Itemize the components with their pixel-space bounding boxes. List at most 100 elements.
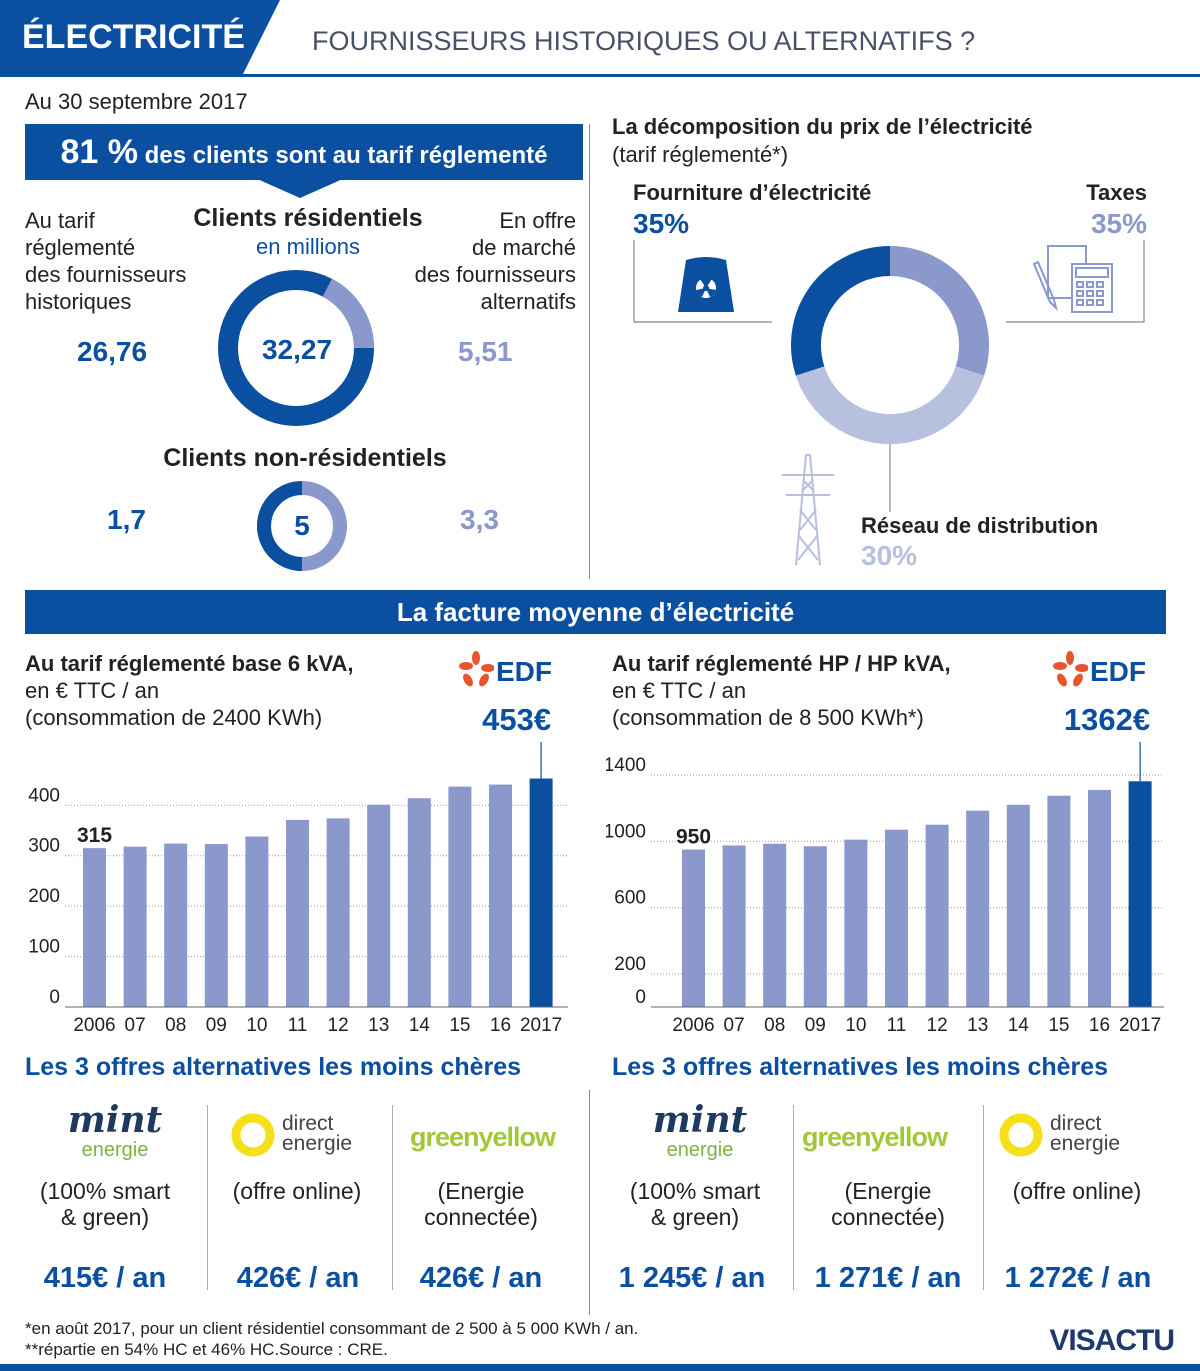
mint-logo-sub: energie xyxy=(666,1139,734,1161)
right-label-line: des fournisseurs xyxy=(414,262,576,287)
x-tick-label: 15 xyxy=(449,1015,470,1036)
x-tick-label: 12 xyxy=(927,1015,948,1036)
x-tick-label: 2017 xyxy=(1119,1015,1161,1036)
footnote: **répartie en 54% HC et 46% HC.Source : … xyxy=(25,1340,388,1359)
chart-right-subtitle: en € TTC / an xyxy=(612,678,747,703)
left-label: Au tarif réglementé des fournisseurs his… xyxy=(25,207,186,315)
bar xyxy=(1006,804,1030,1007)
x-tick-label: 12 xyxy=(328,1015,349,1036)
offer-desc: (Energie connectée) xyxy=(391,1178,571,1230)
chart-left-subtitle: (consommation de 2400 KWh) xyxy=(25,705,323,730)
greenyellow-logo: greenyellow xyxy=(410,1122,556,1152)
offer-desc-line: (100% smart xyxy=(629,1178,761,1204)
direct-energie-text: direct energie xyxy=(1050,1112,1121,1155)
right-label-line: alternatifs xyxy=(480,289,576,314)
x-tick-label: 09 xyxy=(206,1015,227,1036)
bar xyxy=(204,844,228,1007)
edf-text: EDF xyxy=(1090,656,1146,687)
offer-desc: (offre online) xyxy=(987,1178,1167,1204)
direct-text: direct xyxy=(282,1112,334,1135)
edf-flower-icon xyxy=(459,651,495,687)
header-tag: ÉLECTRICITÉ xyxy=(0,0,280,76)
x-tick-label: 11 xyxy=(887,1015,907,1036)
y-tick-label: 1000 xyxy=(606,821,646,842)
donut-alternative xyxy=(322,278,374,349)
chart-right-subtitle: (consommation de 8 500 KWh*) xyxy=(612,705,924,730)
direct-energie-logo: direct energie xyxy=(998,1112,1120,1163)
y-tick-label: 200 xyxy=(28,886,60,907)
edf-logo-left: EDF xyxy=(458,650,552,695)
supply-connector xyxy=(633,240,772,323)
x-tick-label: 13 xyxy=(967,1015,988,1036)
chart-left-title: Au tarif réglementé base 6 kVA, xyxy=(25,651,354,676)
offer-desc-line: & green) xyxy=(650,1204,740,1230)
donut-historic xyxy=(257,481,303,571)
direct-text: direct xyxy=(1050,1112,1102,1135)
energie-text: energie xyxy=(282,1132,353,1155)
bar xyxy=(529,778,553,1007)
x-tick-label: 16 xyxy=(490,1015,511,1036)
residential-title: Clients résidentiels xyxy=(193,204,423,232)
x-tick-label: 07 xyxy=(724,1015,745,1036)
bar xyxy=(407,798,431,1007)
offer-separator xyxy=(392,1105,393,1290)
y-tick-label: 0 xyxy=(49,987,60,1008)
offer-desc-line: (offre online) xyxy=(232,1178,362,1204)
edf-logo-right: EDF xyxy=(1052,650,1146,695)
header-tag-text: ÉLECTRICITÉ xyxy=(22,18,245,56)
direct-energie-text: direct energie xyxy=(282,1112,353,1155)
bar xyxy=(1088,789,1111,1007)
bar xyxy=(1128,781,1152,1007)
offer-price: 1 245€ / an xyxy=(618,1262,766,1294)
header-subtitle: FOURNISSEURS HISTORIQUES OU ALTERNATIFS … xyxy=(312,26,976,56)
footnote: *en août 2017, pour un client résidentie… xyxy=(25,1319,639,1338)
bar xyxy=(367,804,391,1007)
nonresidential-historic-value: 1,7 xyxy=(107,504,146,535)
divider xyxy=(589,124,590,579)
offer-price: 1 272€ / an xyxy=(1004,1262,1152,1294)
residential-unit: en millions xyxy=(256,234,360,259)
nuclear-plant-icon xyxy=(678,257,734,312)
greenyellow-logo: greenyellow xyxy=(802,1122,948,1152)
nonresidential-donut xyxy=(257,481,347,571)
last-value-label: 453€ xyxy=(482,702,551,737)
offer-price: 426€ / an xyxy=(419,1262,543,1294)
x-tick-label: 2006 xyxy=(73,1015,115,1036)
nonresidential-total: 5 xyxy=(294,510,310,541)
banner-text: des clients sont au tarif réglementé xyxy=(138,142,548,169)
offer-separator xyxy=(207,1105,208,1290)
y-tick-label: 1400 xyxy=(606,755,646,776)
first-data-label: 950 xyxy=(676,826,711,849)
bar xyxy=(123,846,147,1007)
left-label-line: des fournisseurs xyxy=(25,262,187,287)
bottom-bar xyxy=(0,1364,1200,1371)
bar xyxy=(83,848,106,1007)
offer-separator xyxy=(793,1105,794,1290)
y-tick-label: 100 xyxy=(28,937,60,958)
x-tick-label: 09 xyxy=(805,1015,826,1036)
y-tick-label: 600 xyxy=(614,888,646,909)
bar xyxy=(844,839,868,1007)
right-label: En offre de marché des fournisseurs alte… xyxy=(415,207,576,315)
offer-desc: (Energie connectée) xyxy=(798,1178,978,1230)
network-label: Réseau de distribution xyxy=(861,513,1099,538)
x-tick-label: 16 xyxy=(1089,1015,1110,1036)
offer-desc-line: (Energie xyxy=(844,1178,932,1204)
x-tick-label: 14 xyxy=(409,1015,431,1036)
x-tick-label: 15 xyxy=(1048,1015,1069,1036)
x-tick-label: 10 xyxy=(845,1015,866,1036)
residential-total: 32,27 xyxy=(261,334,333,365)
bar xyxy=(722,845,746,1007)
energie-text: energie xyxy=(1050,1132,1121,1155)
edf-flower-icon xyxy=(1053,651,1089,687)
banner-pct: 81 % xyxy=(60,133,139,171)
offer-desc-line: (100% smart xyxy=(39,1178,171,1204)
right-label-line: de marché xyxy=(472,235,576,260)
banner: 81 % des clients sont au tarif réglement… xyxy=(25,124,583,180)
bar xyxy=(489,784,512,1007)
y-tick-label: 200 xyxy=(614,954,646,975)
price-donut-chart xyxy=(633,240,1145,566)
offer-desc-line: (Energie xyxy=(437,1178,525,1204)
date-label: Au 30 septembre 2017 xyxy=(25,89,248,114)
nonresidential-title: Clients non-résidentiels xyxy=(163,444,447,472)
